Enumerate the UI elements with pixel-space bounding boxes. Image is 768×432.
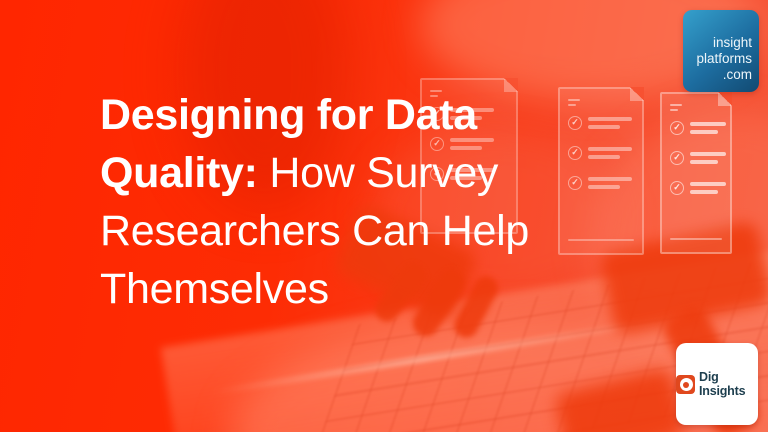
insight-platforms-logo-line: insight [712, 35, 752, 50]
check-icon: ✓ [430, 167, 444, 181]
dig-insights-logo: Dig Insights [676, 343, 758, 425]
title-line: Researchers Can Help [100, 207, 529, 255]
folded-corner-icon [718, 92, 732, 106]
check-icon: ✓ [430, 137, 444, 151]
title-line: Quality: How Survey [100, 149, 499, 197]
dig-insights-label: Dig Insights [699, 370, 746, 398]
check-icon: ✓ [568, 116, 582, 130]
checklist-document-icon: ✓ ✓ ✓ [558, 87, 644, 255]
check-icon: ✓ [670, 121, 684, 135]
checklist-document-icon: ✓ ✓ ✓ [660, 92, 732, 254]
check-icon: ✓ [670, 181, 684, 195]
checklist-document-icon: ✓ ✓ ✓ [420, 78, 518, 234]
check-icon: ✓ [568, 146, 582, 160]
dig-insights-icon [676, 374, 695, 394]
page-title: Designing for Data Quality: How Survey R… [100, 86, 680, 318]
insight-platforms-logo: insight platforms .com [683, 10, 759, 92]
check-icon: ✓ [568, 176, 582, 190]
folded-corner-icon [504, 78, 518, 92]
check-icon: ✓ [430, 107, 444, 121]
check-icon: ✓ [670, 151, 684, 165]
insight-platforms-logo-line: platforms [696, 51, 752, 66]
title-line: Themselves [100, 265, 329, 313]
title-line: Designing for Data [100, 91, 477, 139]
insight-platforms-logo-line: .com [722, 67, 752, 82]
folded-corner-icon [630, 87, 644, 101]
